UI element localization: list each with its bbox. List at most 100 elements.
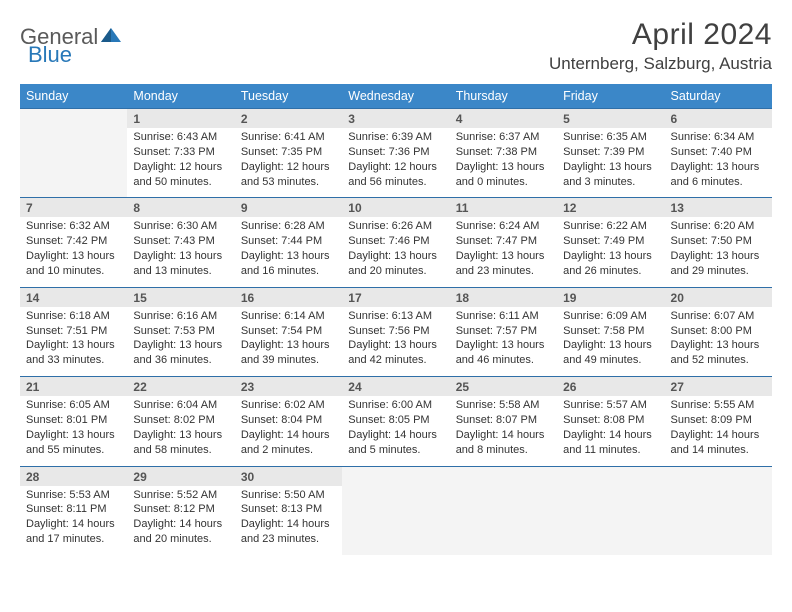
day-number-cell: 12 bbox=[557, 198, 664, 218]
day-number-cell: 1 bbox=[127, 109, 234, 129]
day-number-cell: 13 bbox=[665, 198, 772, 218]
day-header: Thursday bbox=[450, 84, 557, 109]
day-number-cell: 15 bbox=[127, 287, 234, 307]
day-content-row: Sunrise: 6:05 AMSunset: 8:01 PMDaylight:… bbox=[20, 396, 772, 466]
sunset-text: Sunset: 8:13 PM bbox=[241, 502, 336, 517]
daylight-text: Daylight: 13 hours and 6 minutes. bbox=[671, 160, 766, 190]
day-number-cell: 6 bbox=[665, 109, 772, 129]
day-number-cell: 22 bbox=[127, 377, 234, 397]
sunset-text: Sunset: 7:43 PM bbox=[133, 234, 228, 249]
daylight-text: Daylight: 12 hours and 53 minutes. bbox=[241, 160, 336, 190]
sunrise-text: Sunrise: 5:52 AM bbox=[133, 488, 228, 503]
day-content-cell bbox=[665, 486, 772, 555]
sunrise-text: Sunrise: 6:11 AM bbox=[456, 309, 551, 324]
day-number-cell: 27 bbox=[665, 377, 772, 397]
sunrise-text: Sunrise: 6:09 AM bbox=[563, 309, 658, 324]
day-number-cell: 21 bbox=[20, 377, 127, 397]
day-header: Friday bbox=[557, 84, 664, 109]
day-number-cell bbox=[665, 466, 772, 486]
day-number-cell bbox=[450, 466, 557, 486]
sunset-text: Sunset: 8:05 PM bbox=[348, 413, 443, 428]
sunrise-text: Sunrise: 6:16 AM bbox=[133, 309, 228, 324]
daylight-text: Daylight: 14 hours and 5 minutes. bbox=[348, 428, 443, 458]
day-content-cell: Sunrise: 6:35 AMSunset: 7:39 PMDaylight:… bbox=[557, 128, 664, 198]
sunrise-text: Sunrise: 6:41 AM bbox=[241, 130, 336, 145]
day-number-row: 78910111213 bbox=[20, 198, 772, 218]
sunrise-text: Sunrise: 5:58 AM bbox=[456, 398, 551, 413]
sunrise-text: Sunrise: 6:26 AM bbox=[348, 219, 443, 234]
daylight-text: Daylight: 13 hours and 33 minutes. bbox=[26, 338, 121, 368]
day-number-cell bbox=[20, 109, 127, 129]
daylight-text: Daylight: 14 hours and 17 minutes. bbox=[26, 517, 121, 547]
day-content-cell: Sunrise: 6:11 AMSunset: 7:57 PMDaylight:… bbox=[450, 307, 557, 377]
day-number-cell: 26 bbox=[557, 377, 664, 397]
daylight-text: Daylight: 13 hours and 16 minutes. bbox=[241, 249, 336, 279]
sunset-text: Sunset: 7:47 PM bbox=[456, 234, 551, 249]
day-content-cell: Sunrise: 6:05 AMSunset: 8:01 PMDaylight:… bbox=[20, 396, 127, 466]
daylight-text: Daylight: 13 hours and 0 minutes. bbox=[456, 160, 551, 190]
day-content-cell: Sunrise: 6:28 AMSunset: 7:44 PMDaylight:… bbox=[235, 217, 342, 287]
daylight-text: Daylight: 13 hours and 58 minutes. bbox=[133, 428, 228, 458]
day-header: Monday bbox=[127, 84, 234, 109]
daylight-text: Daylight: 13 hours and 3 minutes. bbox=[563, 160, 658, 190]
day-content-cell: Sunrise: 6:41 AMSunset: 7:35 PMDaylight:… bbox=[235, 128, 342, 198]
daylight-text: Daylight: 13 hours and 49 minutes. bbox=[563, 338, 658, 368]
day-number-row: 14151617181920 bbox=[20, 287, 772, 307]
calendar-body: 123456Sunrise: 6:43 AMSunset: 7:33 PM Day… bbox=[20, 109, 772, 555]
day-content-row: Sunrise: 5:53 AMSunset: 8:11 PMDaylight:… bbox=[20, 486, 772, 555]
day-number-cell: 25 bbox=[450, 377, 557, 397]
day-number-cell: 8 bbox=[127, 198, 234, 218]
sunrise-text: Sunrise: 6:30 AM bbox=[133, 219, 228, 234]
sunrise-text: Sunrise: 6:18 AM bbox=[26, 309, 121, 324]
daylight-text: Daylight: 13 hours and 52 minutes. bbox=[671, 338, 766, 368]
daylight-text: Daylight: 13 hours and 42 minutes. bbox=[348, 338, 443, 368]
day-number-cell: 10 bbox=[342, 198, 449, 218]
day-number-cell: 24 bbox=[342, 377, 449, 397]
day-number-cell: 3 bbox=[342, 109, 449, 129]
day-number-cell bbox=[342, 466, 449, 486]
day-content-cell: Sunrise: 6:04 AMSunset: 8:02 PMDaylight:… bbox=[127, 396, 234, 466]
day-content-cell: Sunrise: 5:58 AMSunset: 8:07 PMDaylight:… bbox=[450, 396, 557, 466]
daylight-text: Daylight: 14 hours and 23 minutes. bbox=[241, 517, 336, 547]
calendar-head: SundayMondayTuesdayWednesdayThursdayFrid… bbox=[20, 84, 772, 109]
daylight-text: Daylight: 13 hours and 26 minutes. bbox=[563, 249, 658, 279]
day-content-cell: Sunrise: 6:39 AMSunset: 7:36 PMDaylight:… bbox=[342, 128, 449, 198]
day-number-row: 123456 bbox=[20, 109, 772, 129]
day-content-cell: Sunrise: 6:30 AMSunset: 7:43 PMDaylight:… bbox=[127, 217, 234, 287]
sunrise-text: Sunrise: 5:57 AM bbox=[563, 398, 658, 413]
day-number-cell: 5 bbox=[557, 109, 664, 129]
sunset-text: Sunset: 7:42 PM bbox=[26, 234, 121, 249]
sunset-text: Sunset: 8:09 PM bbox=[671, 413, 766, 428]
daylight-text: Daylight: 13 hours and 29 minutes. bbox=[671, 249, 766, 279]
daylight-text: Daylight: 14 hours and 8 minutes. bbox=[456, 428, 551, 458]
sunset-text: Sunset: 7:33 PM bbox=[133, 145, 228, 160]
day-content-cell: Sunrise: 6:22 AMSunset: 7:49 PMDaylight:… bbox=[557, 217, 664, 287]
logo-blue-wrap: Blue bbox=[30, 42, 72, 68]
day-content-cell: Sunrise: 5:50 AMSunset: 8:13 PMDaylight:… bbox=[235, 486, 342, 555]
sunrise-text: Sunrise: 6:02 AM bbox=[241, 398, 336, 413]
sunrise-text: Sunrise: 6:13 AM bbox=[348, 309, 443, 324]
day-content-cell: Sunrise: 6:37 AMSunset: 7:38 PMDaylight:… bbox=[450, 128, 557, 198]
day-content-cell: Sunrise: 6:02 AMSunset: 8:04 PMDaylight:… bbox=[235, 396, 342, 466]
day-number-cell: 18 bbox=[450, 287, 557, 307]
sunrise-text: Sunrise: 6:22 AM bbox=[563, 219, 658, 234]
day-content-cell: Sunrise: 5:52 AMSunset: 8:12 PMDaylight:… bbox=[127, 486, 234, 555]
day-number-cell: 28 bbox=[20, 466, 127, 486]
day-content-cell bbox=[20, 128, 127, 198]
day-content-cell: Sunrise: 6:13 AMSunset: 7:56 PMDaylight:… bbox=[342, 307, 449, 377]
day-number-cell bbox=[557, 466, 664, 486]
sunset-text: Sunset: 7:40 PM bbox=[671, 145, 766, 160]
sunset-text: Sunset: 7:36 PM bbox=[348, 145, 443, 160]
sunrise-text: Sunrise: 6:43 AM bbox=[133, 130, 228, 145]
sunrise-text: Sunrise: 5:53 AM bbox=[26, 488, 121, 503]
daylight-text: Daylight: 13 hours and 20 minutes. bbox=[348, 249, 443, 279]
sunset-text: Sunset: 7:56 PM bbox=[348, 324, 443, 339]
sunrise-text: Sunrise: 6:05 AM bbox=[26, 398, 121, 413]
sunrise-text: Sunrise: 6:39 AM bbox=[348, 130, 443, 145]
day-content-cell: Sunrise: 5:53 AMSunset: 8:11 PMDaylight:… bbox=[20, 486, 127, 555]
day-content-cell: Sunrise: 6:14 AMSunset: 7:54 PMDaylight:… bbox=[235, 307, 342, 377]
header: General April 2024 Unternberg, Salzburg,… bbox=[20, 18, 772, 74]
month-title: April 2024 bbox=[549, 18, 772, 52]
day-content-cell: Sunrise: 6:16 AMSunset: 7:53 PMDaylight:… bbox=[127, 307, 234, 377]
day-number-cell: 11 bbox=[450, 198, 557, 218]
